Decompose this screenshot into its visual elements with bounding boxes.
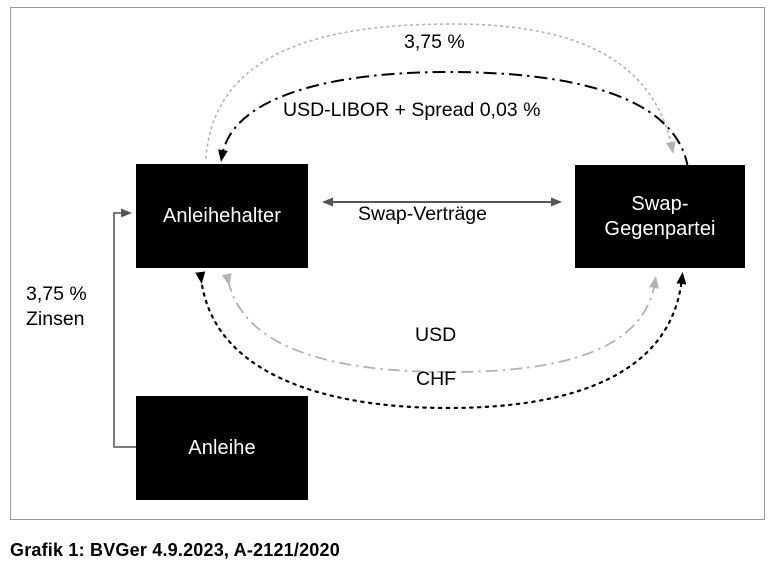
edge-label-zinsen: 3,75 % Zinsen bbox=[26, 283, 87, 330]
edge-label-chf: CHF bbox=[416, 368, 457, 390]
figure-caption: Grafik 1: BVGer 4.9.2023, A-2121/2020 bbox=[10, 540, 340, 560]
node-anleihehalter[interactable]: Anleihehalter bbox=[136, 164, 308, 268]
node-anleihe-label: Anleihe bbox=[188, 436, 256, 459]
node-swap-gegenpartei-label: Swap- Gegenpartei bbox=[604, 193, 716, 240]
edge-left-bracket-zinsen bbox=[113, 208, 136, 448]
edge-label-swap-vertraege: Swap-Verträge bbox=[358, 203, 487, 225]
node-anleihe[interactable]: Anleihe bbox=[136, 396, 308, 500]
edge-label-usd: USD bbox=[415, 324, 457, 346]
edge-label-top-inner: USD-LIBOR + Spread 0,03 % bbox=[283, 99, 541, 121]
edge-bottom-inner-usd bbox=[221, 273, 660, 373]
edge-label-top-outer: 3,75 % bbox=[404, 31, 465, 53]
edge-bottom-outer-chf bbox=[195, 271, 687, 410]
node-swap-gegenpartei[interactable]: Swap- Gegenpartei bbox=[575, 165, 745, 268]
node-anleihehalter-label: Anleihehalter bbox=[162, 204, 282, 227]
